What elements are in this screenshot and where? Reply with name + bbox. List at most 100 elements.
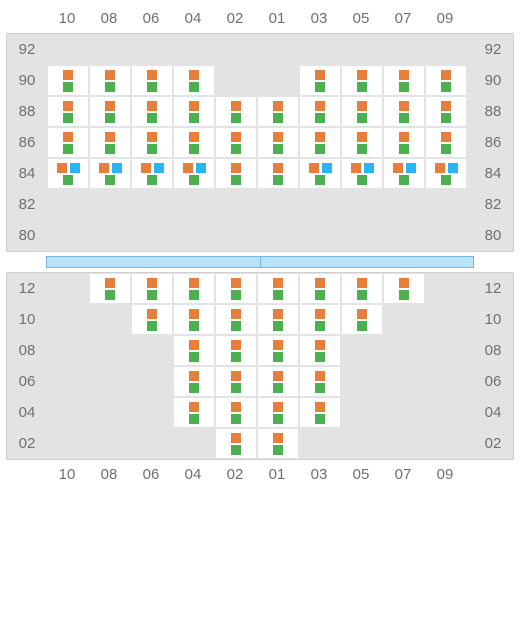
empty-cell <box>174 221 214 250</box>
seat-cell[interactable] <box>258 429 298 458</box>
seat-cell[interactable] <box>300 398 340 427</box>
seat-cell[interactable] <box>132 305 172 334</box>
seat-cell[interactable] <box>300 97 340 126</box>
seat-cell[interactable] <box>174 97 214 126</box>
seat-cell[interactable] <box>174 336 214 365</box>
seat-dot-green <box>315 352 325 362</box>
seat-cell[interactable] <box>90 66 130 95</box>
empty-cell <box>426 429 466 458</box>
seat-cell[interactable] <box>342 274 382 303</box>
seat-dot-green <box>105 290 115 300</box>
seat-dot-green <box>63 82 73 92</box>
row-label-right: 08 <box>473 342 513 359</box>
seat-cell[interactable] <box>300 367 340 396</box>
seat-cell[interactable] <box>216 429 256 458</box>
seat-cell[interactable] <box>132 128 172 157</box>
seat-cell[interactable] <box>384 159 424 188</box>
seat-dot-orange <box>189 309 199 319</box>
seat-cell[interactable] <box>216 305 256 334</box>
seat-cell[interactable] <box>384 274 424 303</box>
seat-dot-orange <box>273 340 283 350</box>
col-label: 04 <box>172 10 214 27</box>
seat-cell[interactable] <box>342 159 382 188</box>
empty-cell <box>426 274 466 303</box>
seat-dot-green <box>273 445 283 455</box>
seat-cell[interactable] <box>48 128 88 157</box>
col-label: 04 <box>172 466 214 483</box>
col-label: 06 <box>130 466 172 483</box>
seat-cell[interactable] <box>132 159 172 188</box>
seat-cell[interactable] <box>174 367 214 396</box>
seat-cell[interactable] <box>216 336 256 365</box>
seat-cell[interactable] <box>258 367 298 396</box>
seat-cell[interactable] <box>342 97 382 126</box>
seat-cell[interactable] <box>174 274 214 303</box>
seat-dot-green <box>189 352 199 362</box>
seat-cell[interactable] <box>300 305 340 334</box>
col-label: 07 <box>382 10 424 27</box>
seat-cell[interactable] <box>258 305 298 334</box>
seat-cell[interactable] <box>426 97 466 126</box>
seat-cell[interactable] <box>48 159 88 188</box>
seat-cell[interactable] <box>300 128 340 157</box>
seat-dot-blue <box>406 163 416 173</box>
seat-cell[interactable] <box>258 128 298 157</box>
seat-cell[interactable] <box>426 159 466 188</box>
seat-dot-green <box>357 290 367 300</box>
seat-cell[interactable] <box>384 128 424 157</box>
seat-dot-orange <box>357 70 367 80</box>
seat-cell[interactable] <box>174 305 214 334</box>
seat-cell[interactable] <box>426 66 466 95</box>
seat-cell[interactable] <box>258 159 298 188</box>
seat-cell[interactable] <box>216 159 256 188</box>
seat-cell[interactable] <box>384 66 424 95</box>
seat-dot-green <box>399 175 409 185</box>
seat-dot-orange <box>63 70 73 80</box>
seat-cell[interactable] <box>426 128 466 157</box>
seat-cell[interactable] <box>48 97 88 126</box>
seat-dot-orange <box>441 70 451 80</box>
seat-cell[interactable] <box>48 66 88 95</box>
empty-cell <box>300 35 340 64</box>
seat-cell[interactable] <box>258 274 298 303</box>
empty-cell <box>300 221 340 250</box>
empty-cell <box>426 367 466 396</box>
seat-cell[interactable] <box>300 66 340 95</box>
seat-cell[interactable] <box>90 97 130 126</box>
seat-dot-green <box>315 414 325 424</box>
seat-cell[interactable] <box>258 336 298 365</box>
seat-cell[interactable] <box>384 97 424 126</box>
seat-cell[interactable] <box>90 274 130 303</box>
row-label-left: 06 <box>7 373 47 390</box>
seat-cell[interactable] <box>342 128 382 157</box>
row-label-left: 88 <box>7 103 47 120</box>
seat-dot-orange <box>393 163 403 173</box>
seat-dot-orange <box>273 101 283 111</box>
seat-cell[interactable] <box>216 398 256 427</box>
seat-cell[interactable] <box>300 336 340 365</box>
seat-cell[interactable] <box>90 128 130 157</box>
empty-cell <box>90 221 130 250</box>
seat-cell[interactable] <box>216 274 256 303</box>
seat-cell[interactable] <box>216 367 256 396</box>
seat-cell[interactable] <box>90 159 130 188</box>
empty-cell <box>342 221 382 250</box>
seat-cell[interactable] <box>174 66 214 95</box>
seat-cell[interactable] <box>258 398 298 427</box>
seat-dot-green <box>189 113 199 123</box>
seat-cell[interactable] <box>132 66 172 95</box>
seat-cell[interactable] <box>300 159 340 188</box>
seat-cell[interactable] <box>174 398 214 427</box>
seat-dot-green <box>189 414 199 424</box>
seat-cell[interactable] <box>342 305 382 334</box>
seat-cell[interactable] <box>174 159 214 188</box>
seat-cell[interactable] <box>132 274 172 303</box>
seat-cell[interactable] <box>300 274 340 303</box>
seat-cell[interactable] <box>216 97 256 126</box>
seat-cell[interactable] <box>132 97 172 126</box>
row-label-left: 12 <box>7 280 47 297</box>
seat-cell[interactable] <box>174 128 214 157</box>
seat-cell[interactable] <box>216 128 256 157</box>
seat-cell[interactable] <box>258 97 298 126</box>
seat-cell[interactable] <box>342 66 382 95</box>
